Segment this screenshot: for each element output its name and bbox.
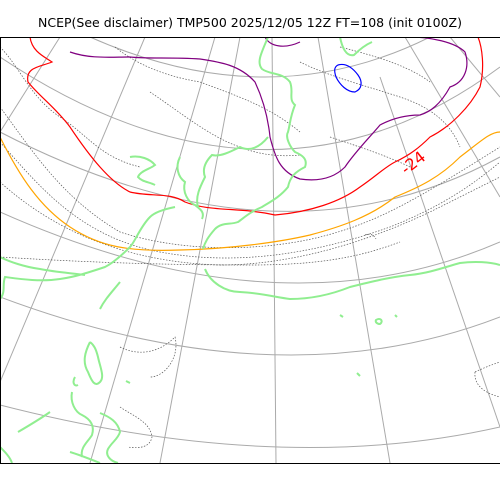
isotherm-line — [0, 141, 500, 259]
coastline — [0, 256, 86, 276]
coastline — [99, 281, 121, 310]
isotherm-minus-30 — [69, 37, 468, 181]
coastline — [17, 411, 51, 433]
isotherm-line — [119, 406, 153, 449]
coastline — [0, 206, 176, 300]
coastline — [83, 341, 104, 385]
isotherm-minus-18 — [0, 131, 500, 251]
meridian-line — [271, 37, 277, 463]
map-canvas: -24 — [0, 37, 500, 463]
isotherm-line — [149, 91, 301, 157]
coastline — [196, 136, 269, 208]
coastline — [125, 380, 131, 384]
isotherm-minus-24 — [27, 37, 484, 216]
isotherm-minus-36 — [334, 63, 362, 93]
latitude-line — [0, 211, 500, 284]
map-title: NCEP(See disclaimer) TMP500 2025/12/05 1… — [38, 15, 462, 30]
coastline — [0, 446, 13, 463]
contour-label-minus-24: -24 — [397, 147, 429, 178]
meridian-line — [379, 76, 500, 428]
minor-isotherms — [0, 46, 500, 449]
latitude-line — [0, 56, 500, 150]
isotherm-line — [339, 46, 431, 83]
coastline — [176, 156, 204, 220]
coastline — [339, 314, 344, 318]
coastline — [394, 314, 398, 318]
coastlines — [0, 37, 500, 463]
coastline — [204, 260, 500, 301]
coastline — [70, 391, 94, 458]
meridian-line — [0, 37, 146, 383]
coastline — [129, 155, 157, 186]
coastline — [202, 37, 307, 250]
isotherm-line — [0, 46, 141, 168]
isotherm-line — [364, 233, 377, 240]
coastline — [339, 37, 373, 57]
latitude-line — [0, 404, 500, 448]
meridian-line — [317, 37, 391, 463]
meridian-line — [404, 37, 500, 198]
graticule — [0, 37, 500, 463]
meridian-line — [159, 37, 241, 463]
latitude-line — [0, 131, 500, 212]
coastline — [69, 451, 101, 463]
coastline — [374, 317, 383, 326]
isotherm-line — [119, 336, 177, 378]
coastline — [99, 412, 122, 463]
isotherm-line — [0, 241, 401, 266]
coastline — [356, 372, 361, 377]
latitude-line — [0, 296, 500, 356]
coastline — [72, 376, 79, 387]
isotherm-line — [474, 361, 500, 373]
isotherm-line — [0, 176, 500, 266]
isotherm-minus-30 — [264, 37, 301, 47]
map-area[interactable]: -24 — [0, 37, 500, 463]
isotherm-line — [474, 371, 500, 398]
isotherm-line — [329, 136, 411, 168]
